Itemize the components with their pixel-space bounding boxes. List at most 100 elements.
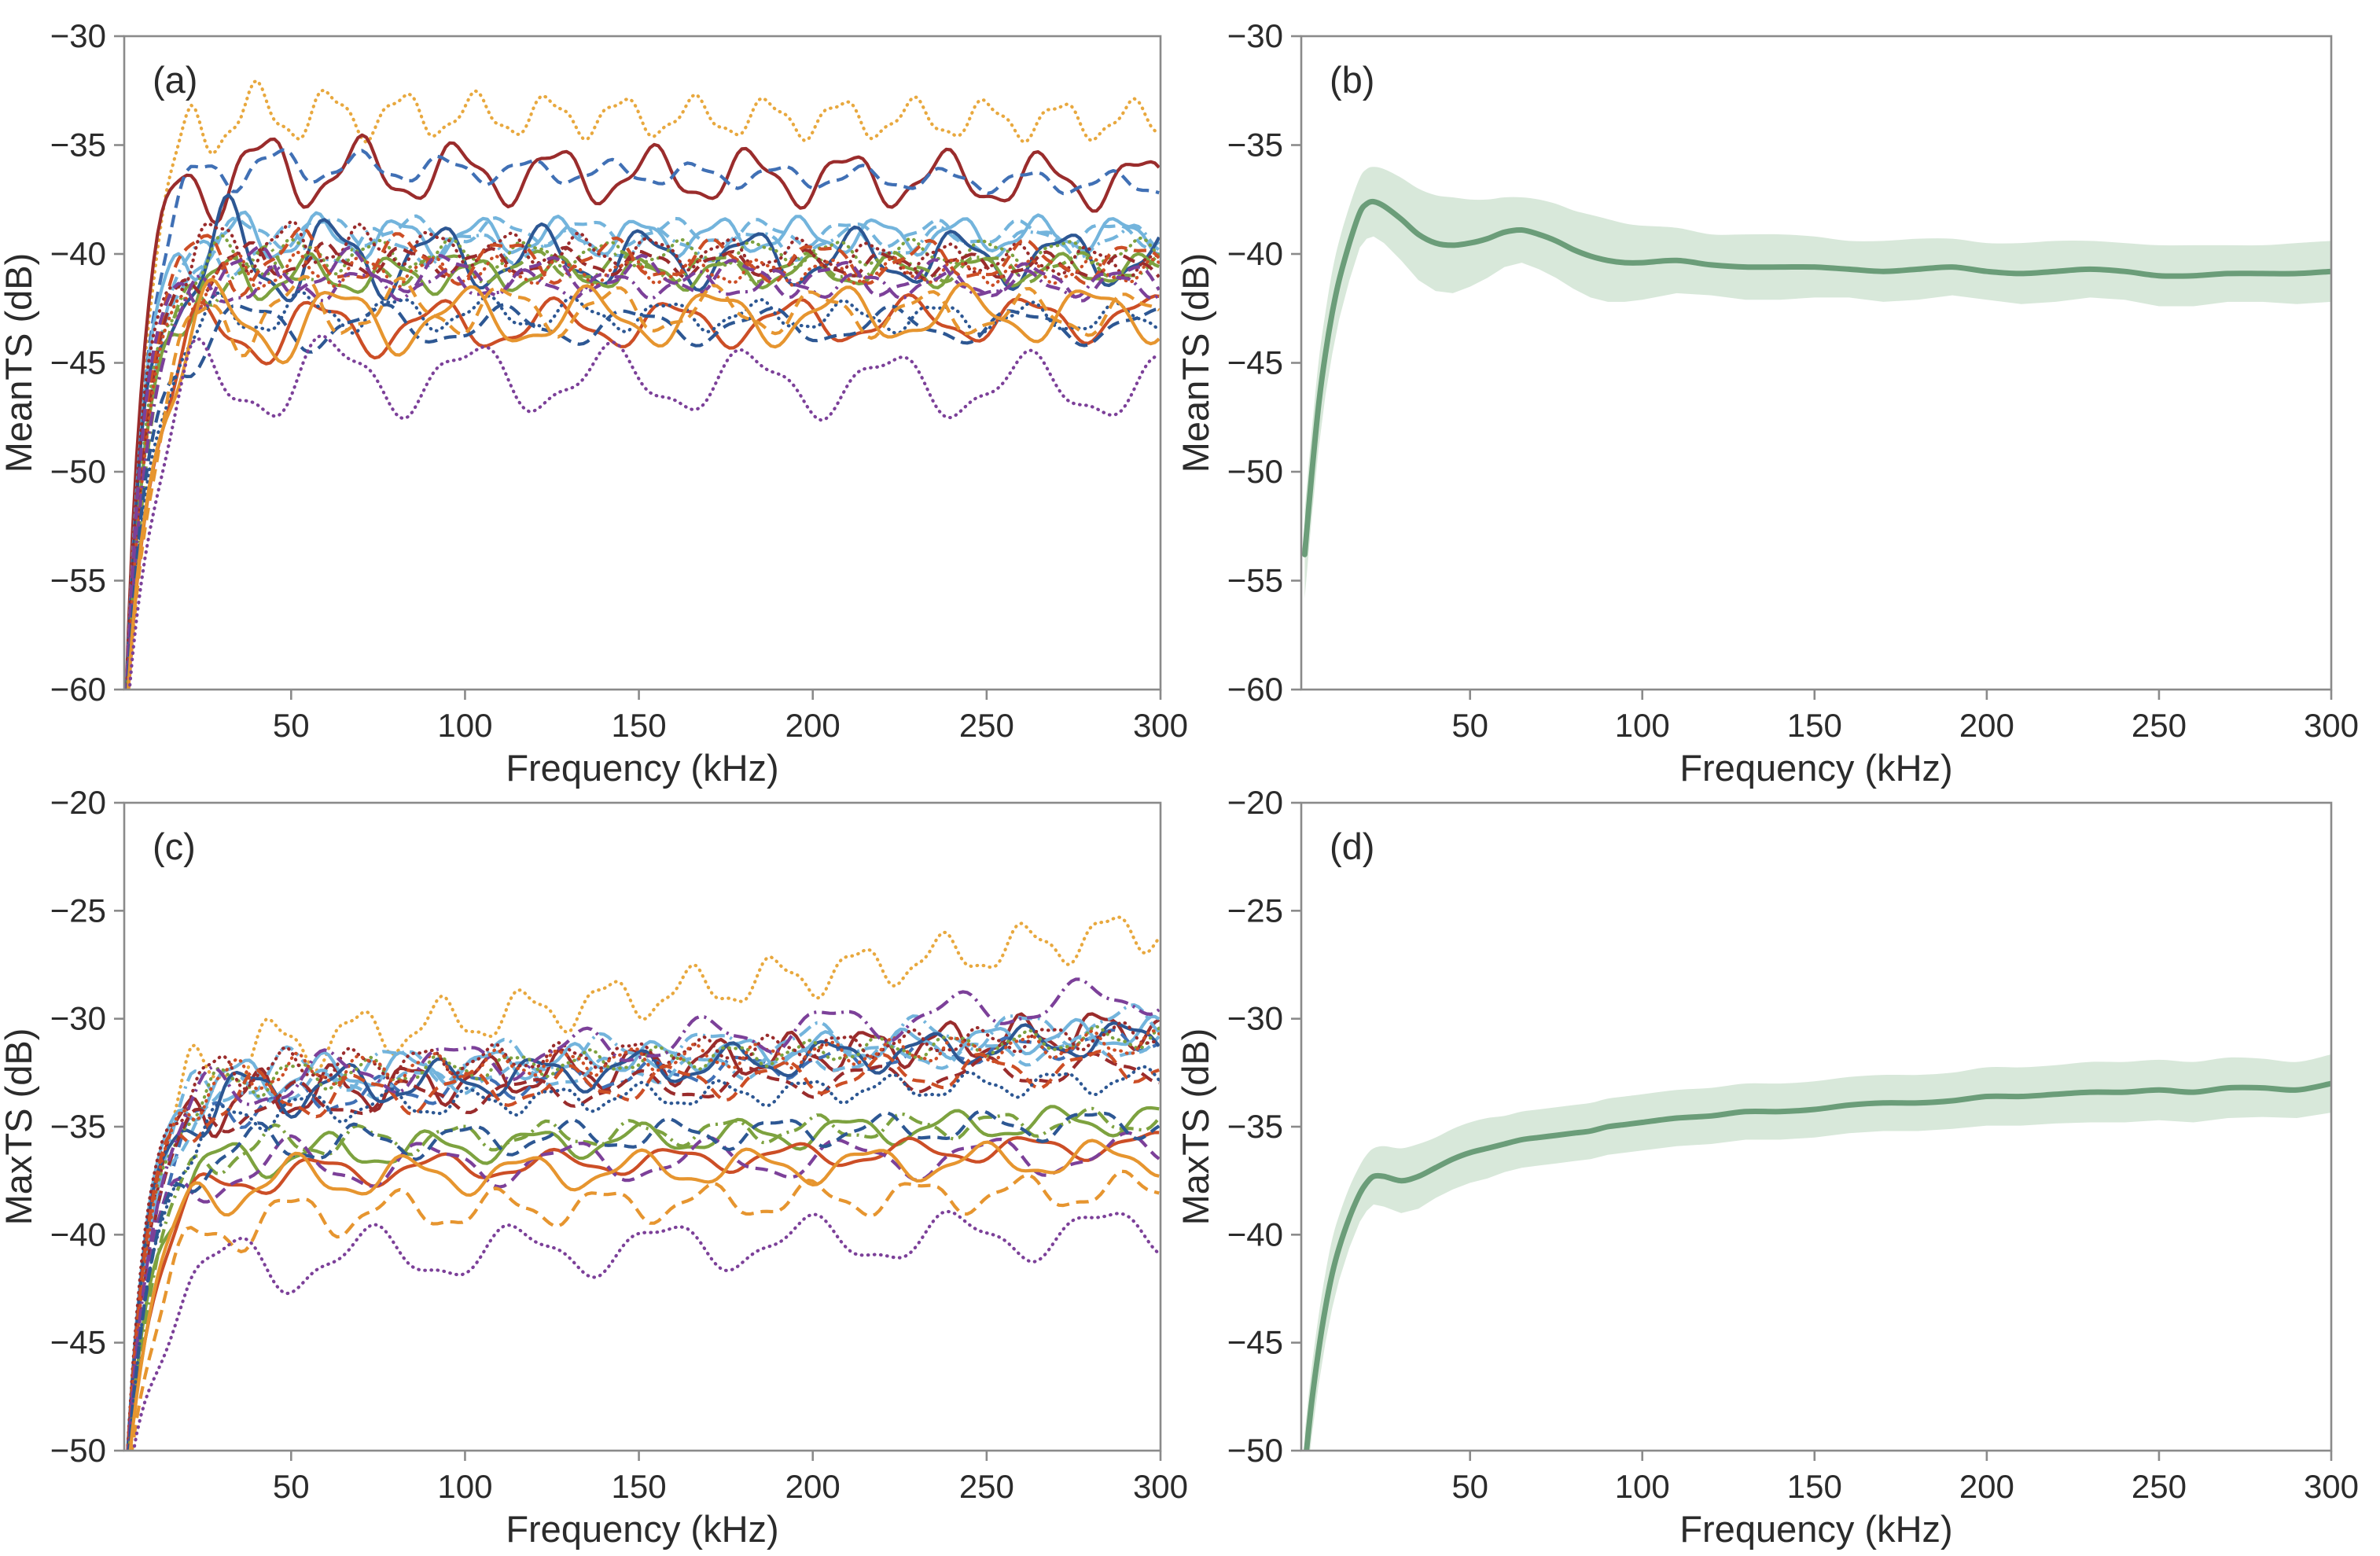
panel-a: 50 100 150 200 250 300 −30 −35 −40 −45 −50 −55 −60 Fr… [0,17,1188,789]
x-tick-label: 250 [2132,707,2187,744]
y-tick-label: −35 [1227,127,1283,164]
panel-b: 50 100 150 200 250 300 −30 −35 −40 −45 −50 −55 −60 Fr… [1175,17,2359,789]
y-tick-label: −25 [50,892,106,929]
y-tick-label: −60 [1227,671,1283,708]
x-tick-label: 200 [1959,1468,2014,1505]
y-tick-label: −35 [1227,1108,1283,1145]
y-tick-label: −25 [1227,892,1283,929]
series-line-c-ts-11 [126,1020,1161,1451]
panel-c: 50 100 150 200 250 300 −20 −25 −30 −35 −40 −45 −50 Fr… [0,784,1188,1550]
series-line-a-ts-22 [127,334,1161,690]
panel-letter: (b) [1330,59,1374,101]
series-line-c-ts-06 [127,1034,1161,1451]
plot-area-c [126,915,1161,1451]
x-tick-label: 50 [273,1468,310,1505]
y-tick-label: −45 [50,1324,106,1361]
x-tick-label: 100 [437,707,492,744]
series-line-c-ts-05 [126,1003,1161,1451]
y-tick-label: −45 [1227,344,1283,381]
panel-letter: (c) [153,826,196,867]
x-tick-label: 250 [959,1468,1014,1505]
y-tick-label: −40 [50,235,106,272]
series-line-c-ts-21 [130,1169,1160,1451]
x-tick-label: 200 [1959,707,2014,744]
series-line-a-ts-04 [125,210,1160,690]
x-tick-label: 300 [2304,1468,2359,1505]
x-tick-label: 50 [1451,1468,1488,1505]
x-tick-label: 150 [1787,707,1842,744]
series-line-c-ts-19 [127,1109,1161,1451]
y-axis-title: MeanTS (dB) [0,253,39,473]
series-line-a-ts-20 [126,278,1161,690]
x-tick-label: 300 [2304,707,2359,744]
y-tick-label: −60 [50,671,106,708]
series-line-a-ts-05 [125,223,1161,690]
x-tick-label: 100 [1615,707,1670,744]
series-line-c-ts-13 [126,1049,1160,1451]
x-tick-label: 50 [273,707,310,744]
y-tick-label: −35 [50,1108,106,1145]
series-line-a-ts-15 [127,292,1160,690]
y-tick-label: −20 [1227,784,1283,821]
y-tick-label: −30 [1227,17,1283,54]
x-tick-label: 300 [1133,1468,1188,1505]
series-line-a-ts-18 [126,289,1161,690]
panel-letter: (d) [1330,826,1374,867]
series-line-c-ts-15 [128,1131,1160,1451]
y-tick-label: −45 [50,344,106,381]
series-line-c-ts-17 [127,977,1161,1451]
y-tick-label: −30 [50,17,106,54]
series-line-a-ts-03 [125,148,1160,690]
y-tick-label: −45 [1227,1324,1283,1361]
y-tick-label: −30 [50,1000,106,1037]
x-tick-label: 250 [959,707,1014,744]
series-line-a-ts-06 [126,214,1161,690]
y-tick-label: −30 [1227,1000,1283,1037]
y-tick-label: −55 [50,562,106,599]
series-line-a-ts-12 [125,240,1161,690]
panel-d: 50 100 150 200 250 300 −20 −25 −30 −35 −40 −45 −50 Fr… [1175,784,2359,1550]
x-tick-label: 150 [612,707,667,744]
x-axis-title: Frequency (kHz) [1679,1508,1952,1550]
series-line-a-ts-13 [125,226,1161,690]
y-tick-label: −35 [50,127,106,164]
x-axis-title: Frequency (kHz) [506,1508,778,1550]
plot-area-b [1301,167,2331,598]
y-tick-label: −20 [50,784,106,821]
series-line-c-ts-20 [128,1138,1160,1451]
x-tick-label: 150 [1787,1468,1842,1505]
series-line-c-ts-01 [126,915,1161,1451]
series-line-a-ts-17 [125,264,1161,690]
series-line-c-ts-12 [127,1051,1160,1451]
panels-root: 50 100 150 200 250 300 −30 −35 −40 −45 −50 −55 −60 Fr… [0,17,2359,1550]
y-tick-label: −50 [50,1432,106,1469]
x-tick-label: 100 [437,1468,492,1505]
series-line-c-ts-10 [127,1105,1160,1451]
y-tick-label: −40 [1227,235,1283,272]
y-tick-label: −40 [50,1216,106,1253]
series-line-a-ts-02 [124,133,1161,690]
mean-line [1304,1080,2331,1451]
series-line-c-ts-14 [126,1028,1161,1451]
series-line-c-ts-16 [127,1131,1161,1451]
series-line-a-ts-21 [127,274,1161,690]
series-line-c-ts-09 [127,1106,1161,1451]
series-line-c-ts-03 [127,1028,1160,1451]
series-line-a-ts-08 [125,233,1161,690]
y-tick-label: −55 [1227,562,1283,599]
y-tick-label: −50 [50,453,106,490]
x-tick-label: 300 [1133,707,1188,744]
x-axis-title: Frequency (kHz) [1679,747,1952,789]
y-tick-label: −40 [1227,1216,1283,1253]
series-line-c-ts-22 [131,1209,1161,1451]
x-tick-label: 50 [1451,707,1488,744]
x-axis-title: Frequency (kHz) [506,747,778,789]
x-tick-label: 250 [2132,1468,2187,1505]
y-tick-label: −50 [1227,453,1283,490]
series-line-a-ts-01 [124,79,1161,690]
plot-area-a [124,79,1161,690]
plot-area-d [1304,1054,2331,1451]
x-tick-label: 200 [785,1468,841,1505]
y-axis-title: MeanTS (dB) [1175,253,1216,473]
